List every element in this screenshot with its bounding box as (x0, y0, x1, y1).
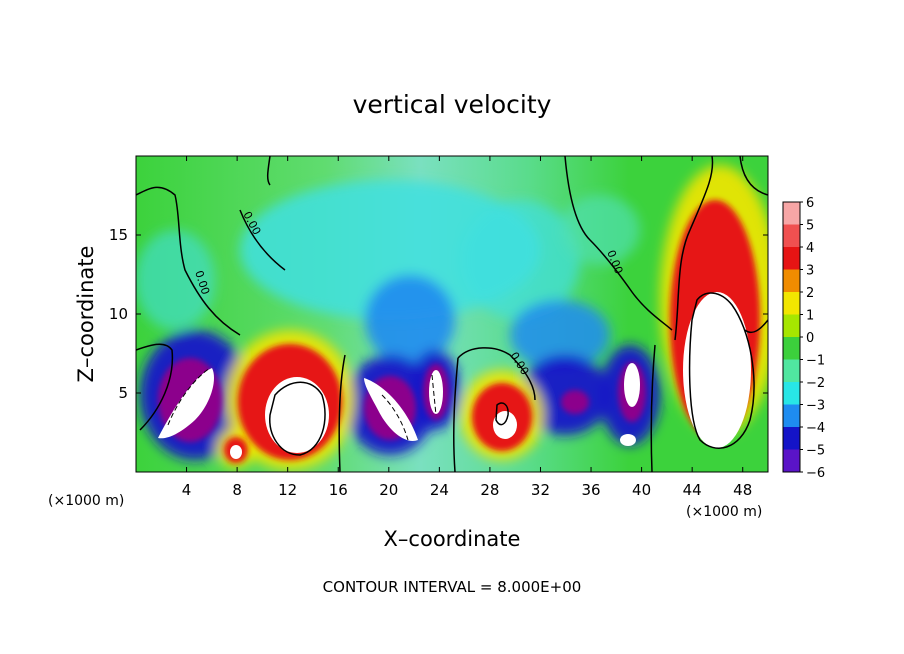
weak-downdraft-region (240, 180, 540, 320)
contour-interval-note: CONTOUR INTERVAL = 8.000E+00 (323, 578, 582, 596)
x-tick-label: 20 (379, 481, 398, 499)
colorbar-label: 2 (806, 286, 814, 301)
colorbar-swatch (783, 337, 800, 360)
zero-contour-line (650, 344, 656, 472)
colorbar-label: 4 (806, 241, 814, 256)
colorbar-swatch (783, 314, 800, 337)
x-tick-label: 16 (329, 481, 348, 499)
zero-contour-line (744, 319, 768, 334)
downdraft-region (365, 275, 455, 365)
negative-contour-line (381, 394, 409, 441)
colorbar-swatch (783, 269, 800, 292)
downdraft-peak (364, 378, 418, 441)
x-axis-label: X–coordinate (384, 527, 521, 551)
colorbar-label: −2 (806, 376, 825, 391)
zero-contour-line (457, 347, 536, 401)
colorbar-swatch (783, 382, 800, 405)
colorbar-swatch (783, 202, 800, 225)
zero-contours (136, 156, 768, 472)
colorbar-label: 6 (806, 196, 814, 211)
zero-contour-line (674, 156, 714, 341)
y-axis-label: Z–coordinate (74, 246, 98, 383)
zero-contour-line (453, 357, 459, 472)
colorbar-swatch (783, 292, 800, 315)
colorbar-label: 1 (806, 309, 814, 324)
weak-downdraft-region (460, 200, 580, 320)
x-tick-label: 8 (232, 481, 242, 499)
x-tick-label: 28 (480, 481, 499, 499)
zero-contour-line (564, 156, 673, 331)
x-tick-label: 32 (531, 481, 550, 499)
y-tick-label: 15 (109, 226, 128, 244)
colorbar-label: −6 (806, 466, 825, 481)
y-axis-ticks: 5 10 15 (109, 226, 768, 402)
negative-contour-line (167, 367, 211, 426)
downdraft-peak (620, 434, 636, 446)
zero-contour-line (739, 156, 768, 196)
weak-downdraft-region (136, 230, 215, 330)
colorbar-swatch (783, 427, 800, 450)
colorbar-label: −5 (806, 444, 825, 459)
updraft-peak (493, 411, 517, 439)
colorbar-swatch (783, 404, 800, 427)
downdraft-core (561, 390, 589, 414)
colorbar-swatch (783, 359, 800, 382)
zero-contour-line (239, 209, 286, 271)
downdraft-region (510, 300, 610, 370)
downdraft-peak (429, 370, 443, 414)
colorbar-label: 0 (806, 331, 814, 346)
colorbar: 6 5 4 3 2 1 0 −1 −2 −3 −4 −5 −6 (782, 196, 825, 481)
x-tick-label: 36 (581, 481, 600, 499)
x-tick-label: 24 (430, 481, 449, 499)
plot-field: 0.00 0.00 0.00 0.00 (136, 156, 768, 472)
zero-contour-line (136, 186, 241, 336)
zero-contour-line (688, 292, 755, 449)
zero-contour-line (495, 402, 509, 426)
y-tick-label: 10 (109, 305, 128, 323)
negative-contours (167, 367, 437, 441)
weak-downdraft-region (560, 195, 640, 265)
x-origin-unit: (×1000 m) (48, 493, 124, 509)
colorbar-swatch (783, 224, 800, 247)
colorbar-label: 3 (806, 264, 814, 279)
updraft-peak (683, 292, 751, 448)
colorbar-swatch (783, 247, 800, 270)
x-axis-unit: (×1000 m) (686, 504, 762, 520)
updraft-peak (230, 445, 242, 459)
colorbar-label: −1 (806, 354, 825, 369)
x-tick-label: 48 (733, 481, 752, 499)
x-tick-label: 4 (182, 481, 192, 499)
x-axis-ticks: 4 8 12 16 20 24 28 32 36 40 44 48 (182, 156, 752, 499)
downdraft-peak (624, 363, 640, 407)
zero-contour-line (136, 343, 174, 431)
zero-contour-line (266, 156, 271, 186)
chart-title: vertical velocity (353, 90, 552, 119)
zero-contour-line (269, 381, 326, 456)
y-tick-label: 5 (118, 384, 128, 402)
zero-contour-line (338, 354, 346, 472)
x-tick-label: 44 (683, 481, 702, 499)
colorbar-swatch (783, 449, 800, 472)
colorbar-label: 5 (806, 219, 814, 234)
x-tick-label: 12 (278, 481, 297, 499)
colorbar-label: −3 (806, 399, 825, 414)
colorbar-label: −4 (806, 421, 825, 436)
updraft-peak (265, 377, 329, 453)
negative-contour-line (431, 374, 437, 416)
x-tick-label: 40 (632, 481, 651, 499)
downdraft-peak (158, 368, 215, 439)
